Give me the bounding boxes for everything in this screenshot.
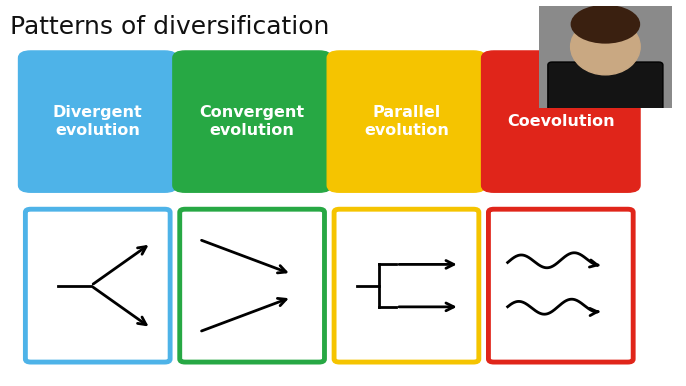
Ellipse shape — [571, 19, 640, 75]
FancyBboxPatch shape — [173, 51, 331, 192]
Text: Parallel
evolution: Parallel evolution — [364, 105, 449, 138]
FancyBboxPatch shape — [488, 209, 633, 362]
Ellipse shape — [571, 5, 640, 44]
FancyBboxPatch shape — [25, 209, 170, 362]
FancyBboxPatch shape — [327, 51, 486, 192]
Text: Divergent
evolution: Divergent evolution — [53, 105, 143, 138]
FancyBboxPatch shape — [180, 209, 324, 362]
FancyBboxPatch shape — [482, 51, 640, 192]
FancyBboxPatch shape — [19, 51, 177, 192]
Text: Patterns of diversification: Patterns of diversification — [10, 15, 330, 39]
Text: Convergent
evolution: Convergent evolution — [200, 105, 305, 138]
FancyBboxPatch shape — [548, 62, 663, 111]
FancyBboxPatch shape — [334, 209, 479, 362]
Text: Coevolution: Coevolution — [507, 114, 615, 129]
